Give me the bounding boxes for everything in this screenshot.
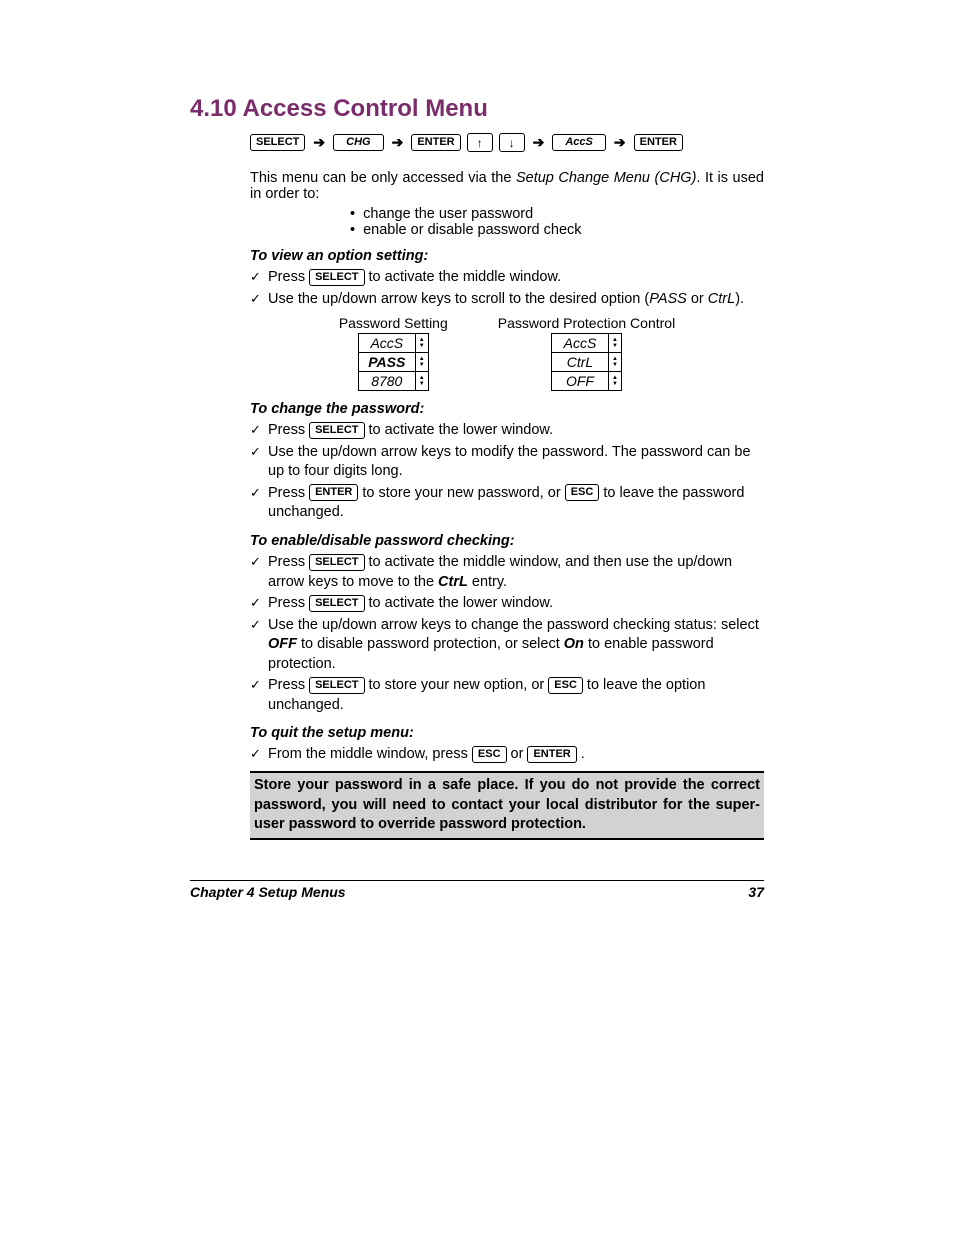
page-number: 37 (748, 884, 764, 900)
text: Use the up/down arrow keys to scroll to … (268, 291, 649, 307)
text: Press (268, 677, 309, 693)
enable-heading: To enable/disable password checking: (250, 533, 764, 549)
step: Press ENTER to store your new password, … (250, 484, 764, 523)
text: entry. (468, 574, 507, 590)
step: Use the up/down arrow keys to change the… (250, 616, 764, 675)
chapter-title: Chapter 4 Setup Menus (190, 884, 346, 900)
lcd-line: AccS (358, 333, 416, 353)
text: to disable password protection, or selec… (297, 636, 564, 652)
text: Press (268, 485, 309, 501)
step: Press SELECT to activate the middle wind… (250, 553, 764, 592)
warning-note: Store your password in a safe place. If … (250, 771, 764, 840)
lcd-indicator-icon: ▲▼ (416, 372, 429, 391)
chg-display: CHG (333, 134, 383, 151)
option-name: On (564, 636, 584, 652)
bullet-item: enable or disable password check (350, 222, 764, 238)
step: From the middle window, press ESC or ENT… (250, 745, 764, 765)
enable-steps: Press SELECT to activate the middle wind… (250, 553, 764, 716)
text: Press (268, 269, 309, 285)
password-control-display: Password Protection Control AccS▲▼ CtrL▲… (498, 315, 675, 391)
down-arrow-key: ↓ (499, 133, 525, 152)
lcd-indicator-icon: ▲▼ (609, 333, 622, 353)
display-label: Password Setting (339, 315, 448, 331)
bullet-item: change the user password (350, 206, 764, 222)
intro-bullets: change the user password enable or disab… (250, 206, 764, 238)
lcd-line: 8780 (358, 372, 416, 391)
arrow-icon: ➔ (612, 134, 628, 151)
section-heading: 4.10 Access Control Menu (190, 95, 764, 123)
select-key: SELECT (309, 269, 364, 286)
text: Use the up/down arrow keys to change the… (268, 617, 759, 633)
esc-key: ESC (472, 746, 507, 763)
step: Use the up/down arrow keys to modify the… (250, 443, 764, 482)
display-label: Password Protection Control (498, 315, 675, 331)
text: ). (735, 291, 744, 307)
enter-key: ENTER (411, 134, 460, 151)
text: Press (268, 554, 309, 570)
step: Use the up/down arrow keys to scroll to … (250, 290, 764, 310)
select-key: SELECT (250, 134, 305, 151)
body-content: This menu can be only accessed via the S… (250, 170, 764, 840)
step: Press SELECT to activate the lower windo… (250, 421, 764, 441)
select-key: SELECT (309, 422, 364, 439)
key-sequence: SELECT ➔ CHG ➔ ENTER ↑ ↓ ➔ AccS ➔ ENTER (250, 133, 764, 152)
esc-key: ESC (565, 484, 600, 501)
arrow-icon: ➔ (311, 134, 327, 151)
lcd-line: AccS (551, 333, 609, 353)
enter-key: ENTER (634, 134, 683, 151)
change-steps: Press SELECT to activate the lower windo… (250, 421, 764, 523)
lcd-indicator-icon: ▲▼ (609, 372, 622, 391)
text: Press (268, 595, 309, 611)
password-setting-display: Password Setting AccS▲▼ PASS▲▼ 8780▲▼ (339, 315, 448, 391)
lcd-indicator-icon: ▲▼ (416, 333, 429, 353)
view-steps: Press SELECT to activate the middle wind… (250, 268, 764, 309)
lcd-screen: AccS▲▼ PASS▲▼ 8780▲▼ (358, 333, 429, 391)
text: to store your new option, or (365, 677, 549, 693)
option-name: CtrL (708, 291, 735, 307)
lcd-line: PASS (358, 353, 416, 372)
text: . (577, 746, 585, 762)
select-key: SELECT (309, 595, 364, 612)
manual-page: 4.10 Access Control Menu SELECT ➔ CHG ➔ … (0, 0, 954, 1235)
enter-key: ENTER (527, 746, 576, 763)
text: This menu can be only accessed via the (250, 170, 516, 186)
text: or (687, 291, 708, 307)
step: Press SELECT to store your new option, o… (250, 676, 764, 715)
intro-paragraph: This menu can be only accessed via the S… (250, 170, 764, 202)
change-heading: To change the password: (250, 401, 764, 417)
select-key: SELECT (309, 554, 364, 571)
text: to activate the lower window. (365, 422, 554, 438)
text: to activate the lower window. (365, 595, 554, 611)
text: From the middle window, press (268, 746, 472, 762)
select-key: SELECT (309, 677, 364, 694)
lcd-line: OFF (551, 372, 609, 391)
step: Press SELECT to activate the middle wind… (250, 268, 764, 288)
menu-name: Setup Change Menu (CHG) (516, 170, 696, 186)
lcd-line: CtrL (551, 353, 609, 372)
lcd-indicator-icon: ▲▼ (609, 353, 622, 372)
option-name: CtrL (438, 574, 468, 590)
option-name: OFF (268, 636, 297, 652)
up-arrow-key: ↑ (467, 133, 493, 152)
lcd-screen: AccS▲▼ CtrL▲▼ OFF▲▼ (551, 333, 622, 391)
text: to store your new password, or (358, 485, 564, 501)
view-heading: To view an option setting: (250, 248, 764, 264)
lcd-displays: Password Setting AccS▲▼ PASS▲▼ 8780▲▼ Pa… (250, 315, 764, 391)
arrow-icon: ➔ (531, 134, 547, 151)
page-footer: Chapter 4 Setup Menus 37 (190, 880, 764, 900)
esc-key: ESC (548, 677, 583, 694)
option-name: PASS (649, 291, 687, 307)
arrow-icon: ➔ (390, 134, 406, 151)
text: Press (268, 422, 309, 438)
text: or (507, 746, 528, 762)
enter-key: ENTER (309, 484, 358, 501)
quit-steps: From the middle window, press ESC or ENT… (250, 745, 764, 765)
accs-display: AccS (552, 134, 606, 151)
quit-heading: To quit the setup menu: (250, 725, 764, 741)
text: to activate the middle window. (365, 269, 562, 285)
lcd-indicator-icon: ▲▼ (416, 353, 429, 372)
step: Press SELECT to activate the lower windo… (250, 594, 764, 614)
